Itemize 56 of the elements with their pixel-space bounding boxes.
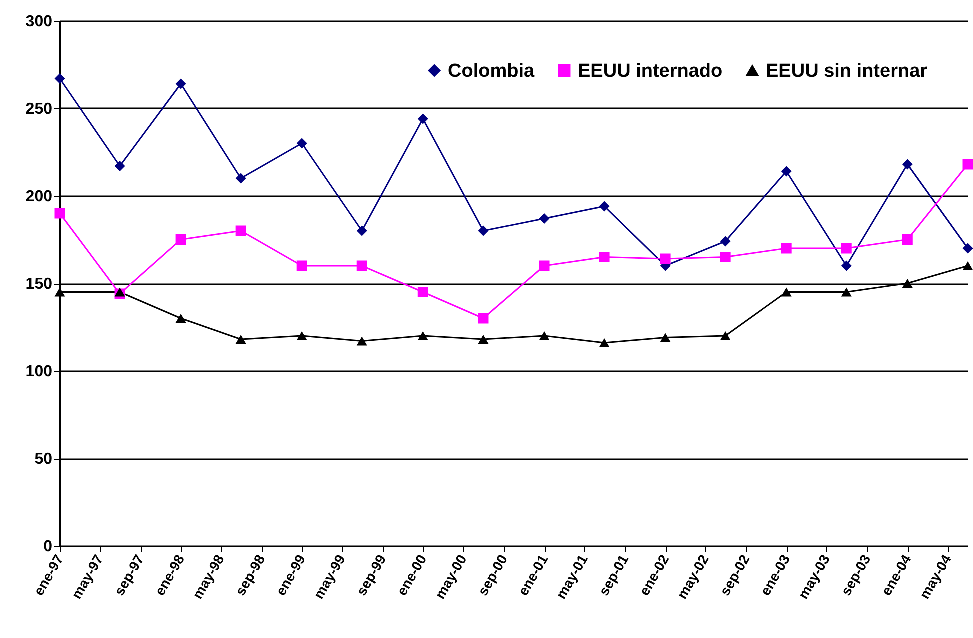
point (841, 243, 852, 254)
point (418, 287, 428, 298)
point (781, 166, 792, 177)
point (236, 334, 246, 344)
point (54, 208, 66, 219)
y-tick-label: 200 (26, 188, 53, 206)
point (539, 260, 550, 272)
point (599, 338, 610, 348)
point (418, 331, 428, 341)
point (356, 260, 368, 272)
point (781, 288, 792, 297)
y-tick-label: 50 (34, 451, 53, 468)
point (599, 201, 610, 212)
y-tick-label: 300 (26, 14, 53, 30)
point (296, 138, 308, 149)
point (478, 226, 489, 236)
point (962, 261, 973, 271)
point (902, 234, 913, 245)
y-tick-label: 250 (26, 101, 53, 118)
point (660, 333, 671, 342)
point (114, 288, 126, 297)
point (478, 313, 489, 324)
point (962, 159, 973, 170)
point (902, 278, 913, 288)
point (781, 243, 792, 254)
point (296, 260, 308, 272)
point (176, 314, 186, 324)
point (236, 173, 246, 184)
point (114, 161, 126, 172)
point (720, 252, 731, 262)
y-tick-label: 0 (44, 538, 53, 556)
point (296, 331, 308, 341)
point (841, 260, 852, 272)
y-tick-label: 150 (26, 276, 53, 293)
point (599, 252, 610, 262)
legend-label: EEUU internado (578, 60, 723, 82)
point (418, 114, 428, 124)
point (660, 254, 671, 264)
point (539, 214, 550, 224)
point (236, 226, 246, 236)
point (356, 336, 368, 346)
point (720, 236, 731, 247)
point (54, 288, 66, 297)
point (176, 78, 186, 90)
legend-label: EEUU sin internar (766, 60, 928, 82)
point (720, 331, 731, 341)
point (176, 234, 186, 245)
legend-label: Colombia (448, 60, 535, 82)
point (54, 74, 66, 84)
point (478, 334, 489, 344)
point (841, 288, 852, 297)
point (539, 331, 550, 341)
point (962, 243, 973, 254)
y-tick-label: 100 (26, 364, 53, 380)
point (356, 226, 368, 236)
point (902, 159, 913, 170)
